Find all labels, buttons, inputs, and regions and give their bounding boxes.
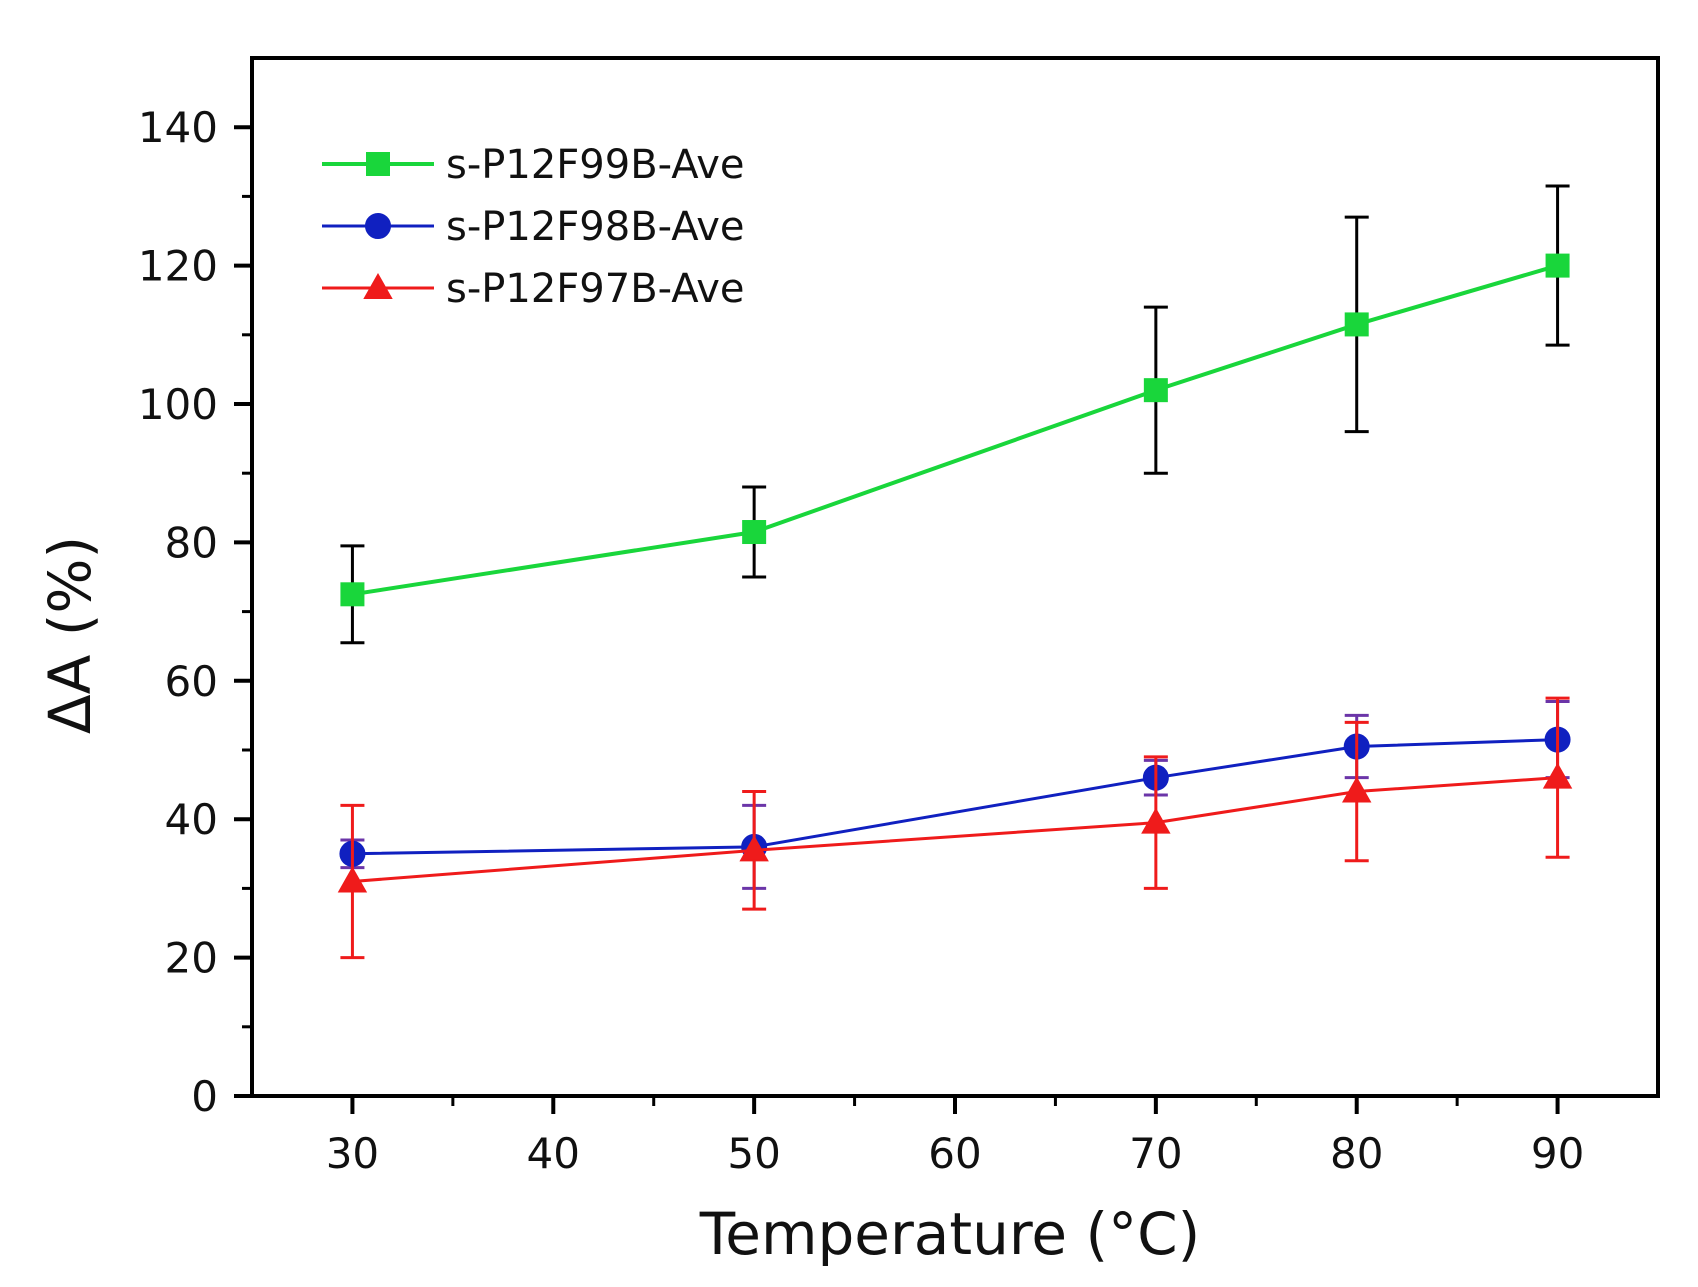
data-point	[742, 520, 767, 545]
legend-marker	[366, 152, 390, 176]
y-tick-label: 100	[138, 380, 218, 429]
data-point	[1342, 776, 1372, 803]
x-tick-label: 60	[928, 1129, 981, 1178]
data-point	[739, 835, 769, 862]
axes-layer: 0 20 40 60 80 100 120 140 30 40 50 60 70 80 90	[138, 56, 1660, 1178]
data-point	[1143, 378, 1168, 403]
x-tick-label: 50	[727, 1129, 780, 1178]
x-tick-label: 90	[1531, 1129, 1584, 1178]
legend-label: s-P12F97B-Ave	[446, 266, 745, 312]
legend-marker	[365, 213, 391, 239]
series-3	[337, 696, 1573, 960]
series-1	[340, 184, 1570, 645]
x-tick-label: 30	[326, 1129, 379, 1178]
x-axis-title: Temperature (°C)	[699, 1200, 1201, 1268]
legend-item-2: s-P12F98B-Ave	[322, 204, 745, 250]
legend-layer: s-P12F99B-Ave s-P12F98B-Ave s-P12F97B-Ave	[322, 142, 745, 312]
series-layer	[337, 184, 1573, 960]
y-tick-label: 0	[191, 1072, 218, 1121]
data-point	[1141, 807, 1171, 834]
y-tick-label: 80	[165, 518, 218, 567]
y-axis-title: ΔA (%)	[36, 536, 104, 734]
data-point	[340, 582, 365, 607]
legend-label: s-P12F99B-Ave	[446, 142, 745, 188]
legend-marker	[363, 272, 393, 299]
legend-item-3: s-P12F97B-Ave	[322, 266, 745, 312]
x-tick-label: 70	[1129, 1129, 1182, 1178]
y-tick-label: 60	[165, 657, 218, 706]
x-tick-label: 80	[1330, 1129, 1383, 1178]
y-tick-label: 120	[138, 242, 218, 291]
y-tick-label: 20	[165, 934, 218, 983]
x-tick-label: 40	[527, 1129, 580, 1178]
data-point	[1545, 253, 1570, 278]
data-point	[1542, 762, 1573, 789]
legend-item-1: s-P12F99B-Ave	[322, 142, 745, 188]
y-tick-label: 140	[138, 103, 218, 152]
legend-label: s-P12F98B-Ave	[446, 204, 745, 250]
data-point	[1344, 312, 1369, 337]
y-tick-label: 40	[165, 795, 218, 844]
data-point	[337, 866, 368, 893]
